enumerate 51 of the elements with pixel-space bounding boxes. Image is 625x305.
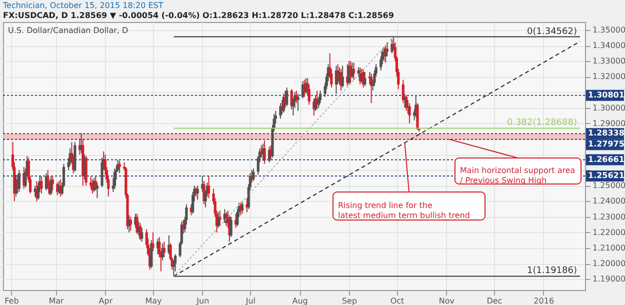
ref-line-label: 1.30801 xyxy=(588,90,625,100)
y-tick-label: 1.21000 xyxy=(592,243,625,252)
y-tick-label: 1.20000 xyxy=(592,259,625,268)
y-tick-label: 1.19000 xyxy=(592,274,625,284)
y-tick-label: 1.34000 xyxy=(592,41,625,50)
x-tick-label: Jul xyxy=(244,296,256,305)
y-tick-label: 1.29000 xyxy=(592,118,625,128)
series-label: 0(1.34562) xyxy=(527,26,577,37)
y-tick-label: 1.32000 xyxy=(592,72,625,82)
chart-subtitle: U.S. Dollar/Canadian Dollar, D xyxy=(8,26,128,35)
chart-title: FX:USDCAD, D 1.28569 ▼ -0.00054 (-0.04%) O:1.28623 H:1.28720 L:1.28478 C:1.28569 xyxy=(3,11,394,20)
candlestick xyxy=(263,140,266,164)
candlestick xyxy=(318,90,322,104)
candlestick xyxy=(390,38,394,54)
x-tick-label: Jun xyxy=(196,296,210,305)
candlestick xyxy=(202,180,206,205)
candlestick xyxy=(152,232,154,252)
x-tick-label: Mar xyxy=(48,296,65,305)
x-tick-label: Apr xyxy=(98,296,114,305)
y-tick-label: 1.23000 xyxy=(592,212,625,222)
y-tick-label: 1.33000 xyxy=(592,56,625,66)
series-label: 0.382(1.28688) xyxy=(506,118,577,128)
x-tick-label: 2016 xyxy=(534,296,554,305)
series-label: 1(1.19186) xyxy=(527,266,577,276)
ref-line-label: 1.27975 xyxy=(588,140,625,149)
y-tick-label: 1.35000 xyxy=(592,25,625,34)
candlestick xyxy=(218,210,222,227)
x-tick-label: Feb xyxy=(4,296,19,305)
candlestick xyxy=(364,71,366,86)
candlestick xyxy=(96,182,99,199)
candlestick xyxy=(386,42,389,57)
x-tick-label: Dec xyxy=(486,296,502,305)
x-tick-label: Nov xyxy=(438,296,455,305)
x-tick-label: Oct xyxy=(390,296,404,305)
text: Technician, October 15, 2015 18:20 EST xyxy=(2,1,164,10)
candlestick xyxy=(240,200,244,214)
x-tick-label: Sep xyxy=(342,296,358,305)
y-tick-label: 1.25000 xyxy=(592,181,625,190)
candlestick xyxy=(296,93,300,112)
x-tick-label: Aug xyxy=(292,296,308,305)
candlestick xyxy=(174,254,177,272)
candlestick xyxy=(230,216,232,238)
ref-line-label: 1.26661 xyxy=(588,154,625,164)
annotation: Rising trend line for the latest medium term bullish trend xyxy=(338,201,470,220)
ref-line-label: 1.28338 xyxy=(588,128,625,138)
y-tick-label: 1.24000 xyxy=(592,196,625,206)
candlestick xyxy=(113,168,116,190)
x-tick-label: May xyxy=(145,296,162,305)
y-tick-label: 1.30000 xyxy=(592,103,625,112)
y-tick-label: 1.22000 xyxy=(592,228,625,237)
ref-line-label: 1.25621 xyxy=(588,170,625,180)
